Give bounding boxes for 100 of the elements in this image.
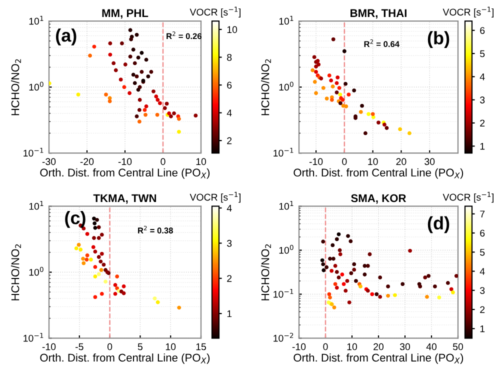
color-bar-title: VOCR [s$^{−1}$]: [190, 6, 240, 18]
x-tick-label: -30: [42, 158, 56, 166]
point: [123, 62, 128, 66]
point: [92, 236, 96, 240]
point: [156, 300, 160, 304]
y-axis-title: HCHO/NO$_{2}$: [11, 244, 21, 300]
point: [324, 96, 329, 101]
x-tick-label: 20: [396, 158, 406, 166]
point: [84, 258, 89, 262]
point: [338, 92, 342, 97]
y-tick-label: 10$^{−1}$: [274, 148, 294, 157]
point: [134, 74, 139, 78]
point: [158, 101, 162, 106]
x-tick-label: 10: [196, 158, 206, 166]
point: [363, 131, 368, 136]
x-axis-title: Orth. Dist. from Central Line (PO$_{X}$): [294, 353, 464, 364]
point: [136, 88, 140, 92]
x-tick-label: 15: [196, 343, 206, 350]
color-bar-title: VOCR [s$^{−1}$]: [442, 6, 494, 18]
point: [156, 98, 160, 102]
chart-title: SMA, KOR: [351, 194, 406, 204]
color-bar-label: 4: [480, 268, 485, 275]
point: [366, 112, 371, 116]
y-axis-title: HCHO/NO$_{2}$: [261, 244, 271, 300]
point: [334, 81, 339, 86]
point: [321, 86, 326, 90]
x-tick-label: -10: [309, 158, 323, 166]
point: [407, 131, 412, 136]
color-bar-title: VOCR [s$^{−1}$]: [442, 192, 494, 203]
point: [128, 54, 132, 59]
point: [314, 64, 318, 68]
point: [346, 92, 351, 97]
point: [384, 126, 389, 130]
x-tick-label: 0: [323, 343, 328, 350]
color-bar-label: 6: [480, 27, 485, 34]
point: [177, 306, 182, 310]
point: [131, 72, 136, 77]
point: [152, 89, 156, 94]
point: [128, 91, 132, 96]
x-tick-label: -20: [80, 158, 94, 166]
point: [122, 85, 126, 90]
x-tick-label: 50: [452, 343, 464, 350]
point: [120, 41, 124, 46]
point: [334, 90, 339, 94]
y-axis-title: HCHO/NO$_{2}$: [261, 59, 271, 116]
point: [100, 232, 104, 237]
point: [142, 108, 147, 112]
color-bar-label: 1: [227, 310, 232, 318]
chart-title: BMR, THAI: [350, 9, 406, 19]
point: [144, 112, 148, 117]
point: [330, 84, 335, 88]
y-tick-label: 10$^{−1}$: [24, 148, 44, 157]
point: [344, 82, 348, 86]
point: [88, 54, 92, 58]
point: [370, 112, 375, 116]
point: [128, 28, 132, 32]
point: [352, 88, 356, 92]
annotation: R$^{2}$ = 0.26: [166, 32, 202, 40]
y-tick-label: 10$^{−2}$: [274, 332, 294, 342]
point: [93, 226, 98, 230]
x-axis-title: Orth. Dist. from Central Line (PO$_{X}$): [294, 168, 464, 179]
color-bar-label: 10: [227, 26, 238, 34]
point: [99, 268, 104, 272]
point: [91, 245, 96, 250]
point: [132, 61, 137, 66]
point: [102, 262, 106, 267]
point: [330, 98, 334, 102]
point: [131, 48, 136, 52]
point: [113, 292, 118, 296]
x-tick-label: 5: [138, 343, 142, 350]
point: [136, 56, 140, 60]
color-bar-label: 4: [226, 204, 232, 212]
color-bar-label: 6: [480, 230, 485, 237]
x-tick-label: 40: [426, 343, 437, 350]
x-tick-label: -5: [76, 343, 84, 350]
point: [118, 78, 123, 82]
point: [104, 92, 108, 97]
color-bar-label: 8: [227, 54, 232, 61]
point: [100, 252, 104, 256]
point: [140, 50, 144, 55]
point: [314, 91, 318, 96]
x-tick-label: 30: [424, 158, 435, 166]
color-bar-label: 1: [480, 325, 485, 332]
point: [100, 292, 104, 296]
point: [164, 102, 169, 106]
color-bar-label: 3: [480, 96, 485, 104]
point: [310, 68, 315, 72]
x-tick-label: 0: [160, 158, 166, 166]
y-tick-label: 10$^{0}$: [279, 244, 294, 254]
x-tick-label: -10: [292, 343, 306, 350]
x-tick-label: -10: [42, 343, 56, 350]
color-bar-label: 2: [227, 275, 232, 282]
y-tick-label: 10$^{1}$: [29, 16, 44, 25]
point: [81, 256, 86, 261]
point: [155, 112, 160, 117]
point: [342, 49, 346, 54]
point: [172, 111, 176, 116]
point: [96, 255, 101, 259]
chart-title: TKMA, TWN: [93, 194, 156, 204]
point: [329, 78, 334, 82]
